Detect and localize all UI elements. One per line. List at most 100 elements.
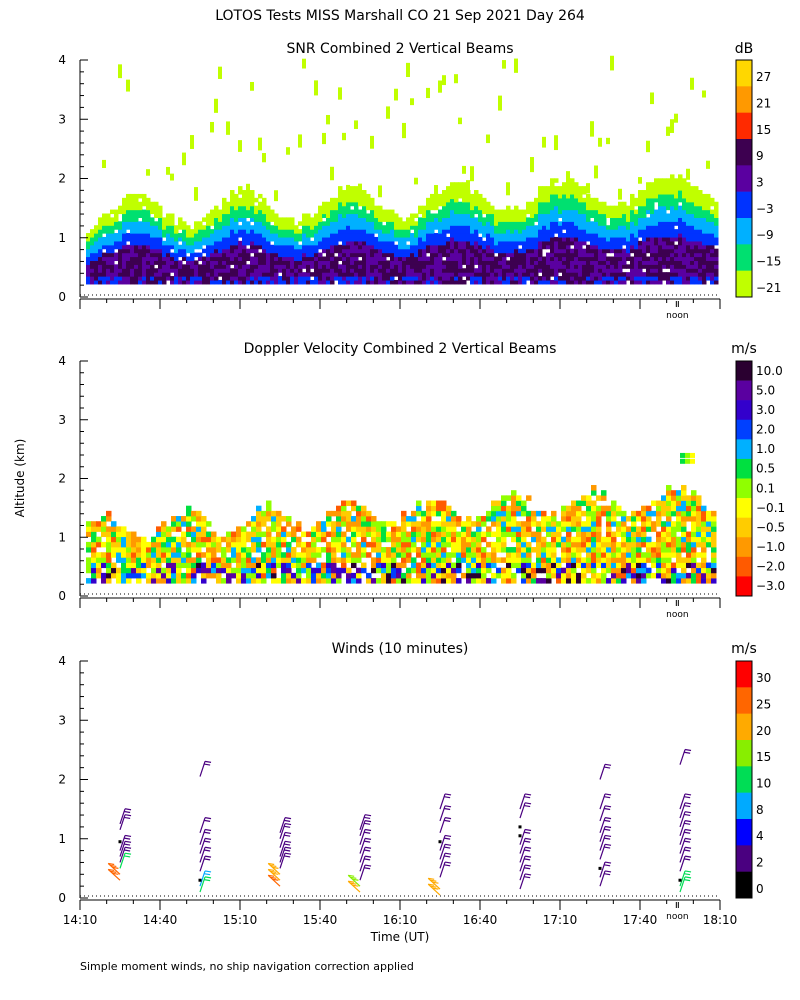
velocity-cell [256, 510, 262, 517]
velocity-cell [431, 526, 437, 532]
snr-cell [122, 225, 127, 230]
snr-cell [698, 197, 703, 203]
velocity-cell [261, 557, 267, 563]
velocity-cell [611, 510, 617, 517]
snr-cell [634, 256, 639, 262]
snr-cell [206, 272, 211, 277]
snr-cell [686, 193, 691, 199]
velocity-cell [346, 578, 352, 584]
snr-cell [458, 193, 463, 199]
snr-cell [106, 244, 111, 250]
velocity-cell [431, 567, 437, 574]
velocity-cell [281, 578, 287, 584]
snr-cell [238, 225, 243, 230]
snr-cell [390, 256, 395, 262]
snr-cell [322, 236, 327, 242]
velocity-cell [566, 510, 572, 517]
snr-cell [242, 233, 247, 238]
snr-cell [374, 236, 379, 242]
snr-cell [258, 256, 263, 262]
velocity-cell [366, 541, 372, 548]
velocity-cell [481, 536, 487, 543]
velocity-cell [581, 521, 587, 527]
velocity-cell [491, 547, 497, 553]
snr-cell [302, 272, 307, 277]
velocity-cell [656, 557, 662, 563]
velocity-cell [411, 521, 417, 527]
snr-cell [186, 233, 191, 238]
snr-cell [298, 279, 303, 285]
snr-cell [654, 182, 659, 187]
snr-cell [350, 186, 355, 191]
velocity-cell [696, 516, 702, 522]
snr-cell [586, 252, 591, 258]
snr-cell [142, 197, 147, 203]
snr-cell [666, 193, 671, 199]
snr-cell [214, 240, 219, 246]
snr-cell [90, 256, 95, 262]
snr-cell [478, 205, 483, 211]
snr-cell [134, 264, 139, 269]
snr-cell [430, 240, 435, 246]
velocity-cell [106, 541, 112, 548]
velocity-cell [431, 541, 437, 548]
velocity-cell [281, 567, 287, 574]
velocity-cell [331, 557, 337, 563]
snr-cell [458, 213, 463, 218]
snr-cell [466, 229, 471, 234]
snr-cell [554, 201, 559, 207]
snr-cell [502, 276, 507, 281]
snr-cell [314, 268, 319, 273]
snr-cell [710, 225, 715, 230]
snr-cell [234, 256, 239, 262]
velocity-cell [521, 500, 527, 507]
velocity-cell [261, 567, 267, 574]
snr-cell [238, 229, 243, 234]
snr-cell [226, 221, 231, 226]
snr-cell [406, 248, 411, 254]
velocity-cell [666, 505, 672, 512]
snr-cell [450, 205, 455, 211]
snr-cell [154, 221, 159, 226]
velocity-cell [291, 531, 297, 538]
snr-cell [694, 256, 699, 262]
snr-cell [446, 193, 451, 199]
snr-cell [122, 229, 127, 234]
snr-cell [138, 225, 143, 230]
snr-cell [626, 276, 631, 281]
snr-cell [486, 256, 491, 262]
snr-cell [662, 221, 667, 226]
snr-cell [378, 268, 383, 273]
snr-cell [218, 229, 223, 234]
snr-cell [494, 225, 499, 230]
snr-cell [486, 244, 491, 250]
velocity-cell [261, 531, 267, 538]
velocity-cell [101, 541, 107, 548]
velocity-cell [696, 567, 702, 574]
velocity-cell [581, 578, 587, 584]
snr-cell [650, 240, 655, 246]
snr-cell [654, 248, 659, 254]
snr-cell [170, 236, 175, 242]
velocity-cell [666, 526, 672, 532]
snr-cell [286, 264, 291, 269]
snr-cell [702, 209, 707, 215]
snr-cell [254, 229, 259, 234]
snr-cell [666, 229, 671, 234]
snr-cell [646, 182, 651, 187]
velocity-cell [416, 505, 422, 512]
snr-cell [570, 248, 575, 254]
snr-cell [118, 233, 123, 238]
velocity-cell [696, 578, 702, 584]
snr-cell [138, 264, 143, 269]
snr-cell [446, 186, 451, 191]
velocity-cell [246, 552, 252, 558]
velocity-cell [541, 510, 547, 517]
velocity-cell [291, 526, 297, 532]
snr-cell [394, 88, 398, 101]
velocity-cell [686, 562, 692, 569]
snr-cell [418, 252, 423, 258]
snr-cell [490, 264, 495, 269]
snr-cell [582, 240, 587, 246]
snr-cell [514, 240, 519, 246]
